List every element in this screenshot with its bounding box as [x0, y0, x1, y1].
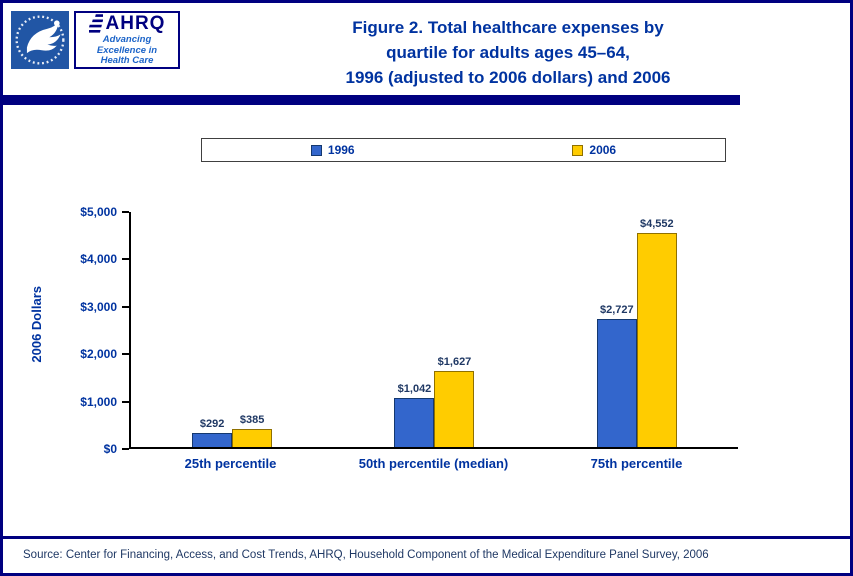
- plot-column: $292 $385 $1,042 $1,627 $2,727 $4,552 25th pe…: [129, 212, 738, 471]
- y-tick-mark: [122, 211, 129, 213]
- bar-2006-50th-percentile-median-: [434, 370, 475, 447]
- legend-item-1996: 1996: [202, 143, 464, 157]
- y-tick-label: $0: [103, 442, 117, 456]
- y-tick-label: $1,000: [80, 394, 117, 409]
- bar-groups: $292 $385 $1,042 $1,627 $2,727 $4,552: [131, 212, 738, 447]
- y-tick-mark: [122, 448, 129, 450]
- ahrq-logo-top: AHRQ: [88, 12, 166, 34]
- legend: 1996 2006: [201, 138, 726, 162]
- x-axis-label: 75th percentile: [590, 456, 683, 471]
- y-tick-mark: [122, 353, 129, 356]
- x-axis-label: 50th percentile (median): [358, 456, 509, 471]
- y-axis: $0 $1,000 $2,000 $3,000 $4,000 $5,000: [53, 205, 129, 456]
- figure-title-line: Figure 2. Total healthcare expenses by: [352, 18, 664, 37]
- bar-wrap: $385: [232, 212, 273, 447]
- bar-group: $1,042 $1,627: [333, 212, 535, 447]
- y-tick-label: $2,000: [80, 347, 117, 362]
- bar-value-label: $2,727: [599, 303, 634, 316]
- bar-value-label: $1,042: [397, 383, 432, 396]
- x-axis-label: 25th percentile: [184, 456, 277, 471]
- legend-item-2006: 2006: [464, 143, 726, 157]
- header-divider-bar: [3, 95, 740, 105]
- bar-value-label: $1,627: [437, 355, 472, 368]
- bar-value-label: $4,552: [639, 218, 674, 231]
- bar-1996-25th-percentile: [192, 433, 233, 447]
- y-axis-title: 2006 Dollars: [29, 286, 44, 363]
- bar-1996-50th-percentile-median-: [394, 398, 435, 447]
- y-tick-label: $3,000: [80, 299, 117, 314]
- bar-wrap: $1,627: [434, 212, 475, 447]
- ahrq-tagline-line: Health Care: [100, 55, 154, 67]
- figure-title-line: 1996 (adjusted to 2006 dollars) and 2006: [345, 68, 671, 87]
- y-tick-label: $5,000: [80, 205, 117, 219]
- ahrq-stripes-icon: [88, 14, 103, 33]
- bar-group: $292 $385: [131, 212, 333, 447]
- footer-divider-bar: [3, 536, 850, 539]
- bar-wrap: $292: [192, 212, 233, 447]
- bar-1996-75th-percentile: [596, 318, 637, 447]
- x-labels: 25th percentile 50th percentile (median) 7…: [129, 456, 738, 471]
- bar-2006-25th-percentile: [232, 428, 273, 447]
- legend-swatch-1996: [310, 144, 322, 156]
- ahrq-wordmark: AHRQ: [105, 12, 166, 34]
- hhs-eagle-icon: [15, 15, 65, 65]
- ahrq-tagline-line: Excellence in: [96, 44, 158, 56]
- legend-label-2006: 2006: [589, 143, 617, 157]
- bar-wrap: $1,042: [394, 212, 435, 447]
- legend-swatch-2006: [572, 144, 584, 156]
- bar-value-label: $292: [199, 418, 225, 431]
- header: AHRQ Advancing Excellence in Health Care…: [3, 3, 850, 90]
- y-tick-mark: [122, 305, 129, 308]
- y-tick-mark: [122, 258, 129, 261]
- bar-value-label: $385: [239, 413, 265, 426]
- legend-label-1996: 1996: [327, 143, 355, 157]
- y-tick-mark: [122, 400, 129, 403]
- chart-area: 2006 Dollars $0 $1,000 $2,000 $3,000 $4,000 $…: [3, 205, 850, 471]
- bar-group: $2,727 $4,552: [536, 212, 738, 447]
- plot-area: $292 $385 $1,042 $1,627 $2,727 $4,552: [129, 212, 738, 449]
- ahrq-tagline: Advancing Excellence in Health Care: [96, 34, 158, 67]
- hhs-logo: [11, 11, 69, 69]
- bar-wrap: $4,552: [636, 212, 677, 447]
- logo-group: AHRQ Advancing Excellence in Health Care: [11, 11, 180, 69]
- ahrq-tagline-line: Advancing: [102, 34, 152, 46]
- figure-title-line: quartile for adults ages 45–64,: [386, 43, 630, 62]
- figure-title: Figure 2. Total healthcare expenses by q…: [180, 11, 836, 90]
- footer: Source: Center for Financing, Access, an…: [3, 536, 850, 573]
- bar-2006-75th-percentile: [636, 233, 677, 447]
- y-tick-label: $4,000: [80, 252, 117, 267]
- ahrq-logo: AHRQ Advancing Excellence in Health Care: [74, 11, 180, 69]
- bar-wrap: $2,727: [596, 212, 637, 447]
- source-note: Source: Center for Financing, Access, an…: [23, 549, 709, 561]
